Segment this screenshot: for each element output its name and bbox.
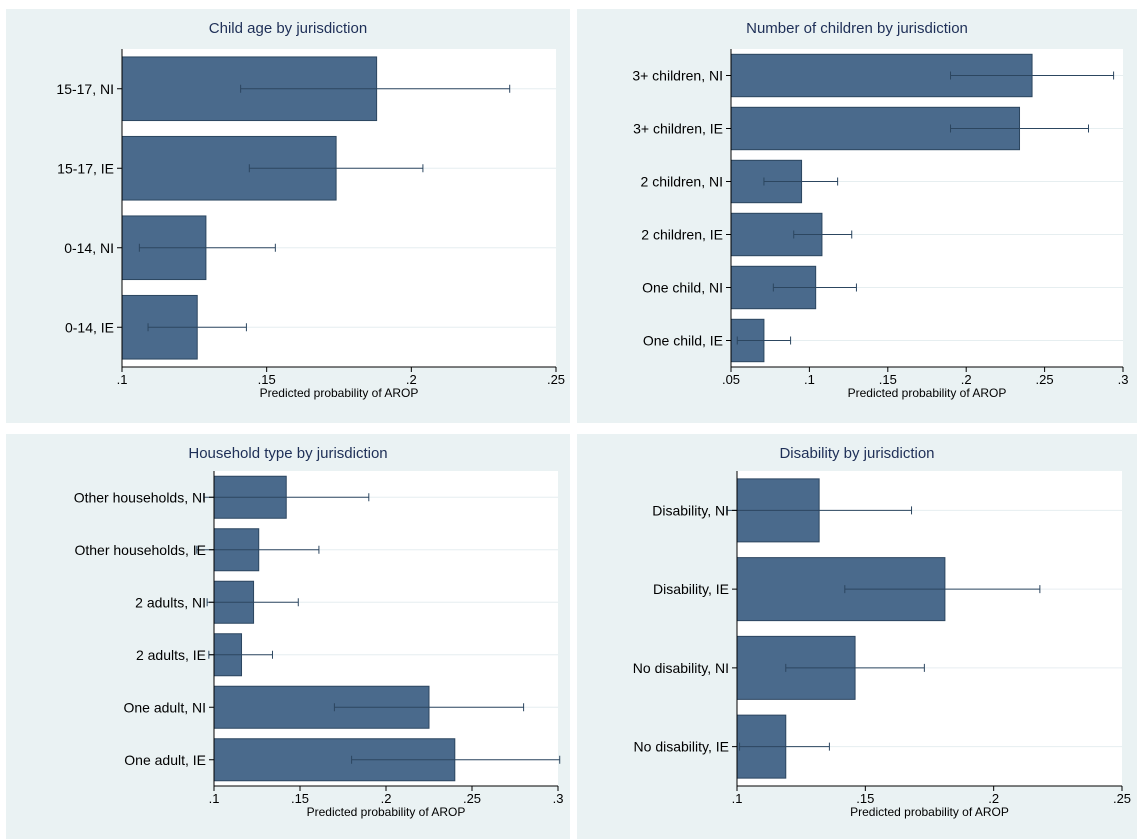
x-tick-label: .1 (117, 372, 128, 387)
category-label: 2 children, NI (641, 174, 723, 190)
x-axis-label: Predicted probability of AROP (850, 805, 1009, 819)
category-label: 2 children, IE (641, 227, 723, 243)
x-tick-label: .15 (879, 372, 897, 387)
x-tick-label: .15 (856, 791, 874, 806)
chart-panel-disability: Disability by jurisdiction Disability, NI… (577, 434, 1137, 839)
x-tick-label: .2 (381, 791, 392, 806)
x-tick-label: .1 (732, 791, 743, 806)
category-label: 15-17, NI (56, 81, 114, 97)
category-label: 2 adults, NI (135, 594, 206, 610)
category-label: Disability, NI (652, 502, 729, 518)
x-tick-label: .05 (722, 372, 740, 387)
x-tick-label: .2 (961, 372, 972, 387)
category-label: One child, NI (642, 280, 723, 296)
chart-title: Household type by jurisdiction (188, 445, 387, 462)
x-axis-label: Predicted probability of AROP (260, 386, 419, 400)
chart-number-of-children: Number of children by jurisdiction 3+ chi… (632, 20, 1129, 400)
category-label: Disability, IE (653, 581, 729, 597)
x-tick-label: .25 (463, 791, 481, 806)
x-tick-label: .3 (553, 791, 564, 806)
category-label: 3+ children, IE (633, 121, 723, 137)
x-tick-label: .2 (988, 791, 999, 806)
plot-area (214, 471, 558, 786)
chart-title: Number of children by jurisdiction (746, 20, 968, 37)
chart-child-age: Child age by jurisdiction 15-17, NI 15-17,… (56, 20, 565, 400)
category-label: One adult, NI (124, 699, 207, 715)
x-tick-label: .25 (547, 372, 565, 387)
x-tick-label: .3 (1118, 372, 1129, 387)
chart-title: Child age by jurisdiction (209, 20, 367, 37)
chart-household-type: Household type by jurisdiction Other hous… (74, 445, 564, 819)
plot-area (731, 49, 1123, 367)
x-tick-label: .25 (1036, 372, 1054, 387)
category-label: 0-14, IE (65, 319, 114, 335)
x-tick-label: .1 (209, 791, 220, 806)
chart-title: Disability by jurisdiction (779, 445, 934, 462)
chart-disability: Disability by jurisdiction Disability, NI… (633, 445, 1131, 819)
x-tick-label: .15 (291, 791, 309, 806)
category-label: 15-17, IE (57, 160, 114, 176)
category-label: 2 adults, IE (136, 647, 206, 663)
category-label: 0-14, NI (64, 240, 114, 256)
category-label: One adult, IE (124, 752, 206, 768)
category-label: 3+ children, NI (632, 68, 723, 84)
chart-panel-household-type: Household type by jurisdiction Other hous… (6, 434, 570, 839)
category-label: One child, IE (643, 333, 723, 349)
chart-panel-child-age: Child age by jurisdiction 15-17, NI 15-17,… (6, 9, 570, 423)
category-label: Other households, IE (74, 542, 206, 558)
x-tick-label: .25 (1113, 791, 1131, 806)
category-label: No disability, NI (633, 660, 729, 676)
category-label: No disability, IE (634, 739, 729, 755)
x-tick-label: .1 (804, 372, 815, 387)
x-axis-label: Predicted probability of AROP (848, 386, 1007, 400)
category-label: Other households, NI (74, 489, 206, 505)
x-axis-label: Predicted probability of AROP (307, 805, 466, 819)
x-tick-label: .2 (406, 372, 417, 387)
x-tick-label: .15 (258, 372, 276, 387)
chart-panel-number-of-children: Number of children by jurisdiction 3+ chi… (577, 9, 1137, 423)
